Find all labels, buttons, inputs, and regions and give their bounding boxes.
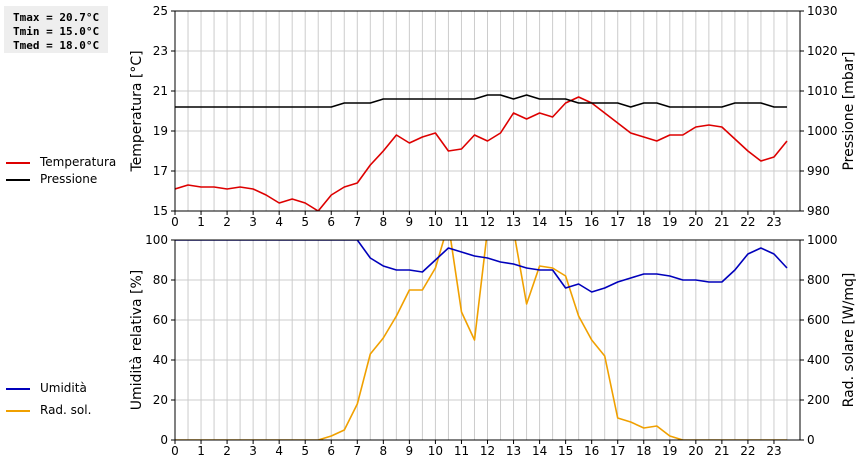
chart1-xtick-label: 16 — [584, 215, 599, 229]
chart2-xtick-label: 8 — [380, 444, 388, 458]
legend-label-umidita: Umidità — [40, 381, 87, 395]
chart1-xtick-label: 14 — [532, 215, 547, 229]
chart2-frame — [174, 239, 801, 441]
chart2-ytick-right-label: 0 — [807, 433, 815, 447]
chart2-ytick-left-label: 80 — [153, 273, 168, 287]
legend-label-pressione: Pressione — [40, 172, 98, 186]
chart1-xtick-label: 17 — [610, 215, 625, 229]
chart1-xtick-label: 3 — [249, 215, 257, 229]
legend-swatch-umidita — [6, 388, 30, 390]
chart2-series-umidit — [175, 240, 788, 293]
chart2-xtick-label: 23 — [766, 444, 781, 458]
chart1-ytick-right-label: 980 — [807, 204, 830, 218]
chart1-frame — [174, 10, 801, 212]
chart1-ytick-left-label: 19 — [153, 124, 168, 138]
chart1-ytick-right-label: 1000 — [807, 124, 838, 138]
chart2-xtick-label: 11 — [454, 444, 469, 458]
chart2-xtick-label: 22 — [740, 444, 755, 458]
chart2-xtick-label: 13 — [506, 444, 521, 458]
tmax-text: Tmax = 20.7°C — [13, 11, 100, 24]
chart2-xtick-label: 6 — [327, 444, 335, 458]
chart2-xtick-label: 14 — [532, 444, 547, 458]
chart1-xtick-label: 1 — [197, 215, 205, 229]
chart2-xtick-label: 2 — [223, 444, 231, 458]
chart1-xtick-label: 4 — [275, 215, 283, 229]
chart2-ylabel-left: Umidità relativa [%] — [129, 270, 145, 411]
chart2-xtick-label: 4 — [275, 444, 283, 458]
chart2-xtick-label: 9 — [406, 444, 414, 458]
chart1-ytick-right-label: 1020 — [807, 44, 838, 58]
chart1-ytick-left-label: 17 — [153, 164, 168, 178]
chart2-xtick-label: 5 — [301, 444, 309, 458]
chart1-ytick-left-label: 23 — [153, 44, 168, 58]
chart1-ylabel-right: Pressione [mbar] — [841, 51, 857, 170]
chart1-ytick-left-label: 21 — [153, 84, 168, 98]
chart2-xtick-label: 3 — [249, 444, 257, 458]
tmin-text: Tmin = 15.0°C — [13, 25, 100, 38]
chart1-ytick-right-label: 1010 — [807, 84, 838, 98]
chart2-xtick-label: 12 — [480, 444, 495, 458]
tmed-text: Tmed = 18.0°C — [13, 39, 100, 52]
chart2-xtick-label: 17 — [610, 444, 625, 458]
chart1-xtick-label: 12 — [480, 215, 495, 229]
legend-swatch-temperatura — [6, 162, 30, 164]
chart1-ytick-left-label: 25 — [153, 4, 168, 18]
chart1-xtick-label: 9 — [406, 215, 414, 229]
chart1-xtick-label: 18 — [636, 215, 651, 229]
chart1-xtick-label: 6 — [327, 215, 335, 229]
chart1-ytick-right-label: 990 — [807, 164, 830, 178]
legend-label-temperatura: Temperatura — [40, 155, 117, 169]
chart2-ytick-right-label: 600 — [807, 313, 830, 327]
chart2-ylabel-right: Rad. solare [W/mq] — [841, 273, 857, 408]
chart1-xtick-label: 15 — [558, 215, 573, 229]
chart1-series-temperatura — [175, 96, 788, 211]
chart2-ytick-left-label: 100 — [145, 233, 168, 247]
chart1-xtick-label: 2 — [223, 215, 231, 229]
chart1-xtick-label: 21 — [714, 215, 729, 229]
chart1-ylabel-left: Temperatura [°C] — [129, 50, 145, 172]
legend-swatch-pressione — [6, 179, 30, 181]
chart1-xtick-label: 7 — [353, 215, 361, 229]
chart2-xtick-label: 16 — [584, 444, 599, 458]
chart2-xtick-label: 15 — [558, 444, 573, 458]
chart2-ytick-left-label: 40 — [153, 353, 168, 367]
chart2-ytick-left-label: 60 — [153, 313, 168, 327]
chart1-xtick-label: 0 — [171, 215, 179, 229]
chart1-xtick-label: 11 — [454, 215, 469, 229]
legend-label-radsol: Rad. sol. — [40, 403, 92, 417]
chart2-ytick-left-label: 20 — [153, 393, 168, 407]
chart1-ytick-left-label: 15 — [153, 204, 168, 218]
stats-box: Tmax = 20.7°C Tmin = 15.0°C Tmed = 18.0°… — [4, 6, 108, 53]
chart2-ytick-left-label: 0 — [160, 433, 168, 447]
chart2-xtick-label: 19 — [662, 444, 677, 458]
chart1-xtick-label: 13 — [506, 215, 521, 229]
chart2-xtick-label: 0 — [171, 444, 179, 458]
chart1-xtick-label: 10 — [428, 215, 443, 229]
legend-swatch-radsol — [6, 410, 30, 412]
chart2-ytick-right-label: 800 — [807, 273, 830, 287]
chart1-series-pressione — [175, 94, 787, 108]
chart2-ytick-right-label: 1000 — [807, 233, 838, 247]
chart2-ytick-right-label: 400 — [807, 353, 830, 367]
chart1-xtick-label: 19 — [662, 215, 677, 229]
chart1-xtick-label: 20 — [688, 215, 703, 229]
chart1-xtick-label: 5 — [301, 215, 309, 229]
chart2-xtick-label: 10 — [428, 444, 443, 458]
chart1-xtick-label: 22 — [740, 215, 755, 229]
chart1-xtick-label: 8 — [380, 215, 388, 229]
chart1-xtick-label: 23 — [766, 215, 781, 229]
chart2-xtick-label: 1 — [197, 444, 205, 458]
chart2-xtick-label: 20 — [688, 444, 703, 458]
chart2-xtick-label: 21 — [714, 444, 729, 458]
chart1-ytick-right-label: 1030 — [807, 4, 838, 18]
chart2-xtick-label: 7 — [353, 444, 361, 458]
chart2-xtick-label: 18 — [636, 444, 651, 458]
chart2-ytick-right-label: 200 — [807, 393, 830, 407]
chart2-series-rad-sol — [175, 240, 787, 440]
